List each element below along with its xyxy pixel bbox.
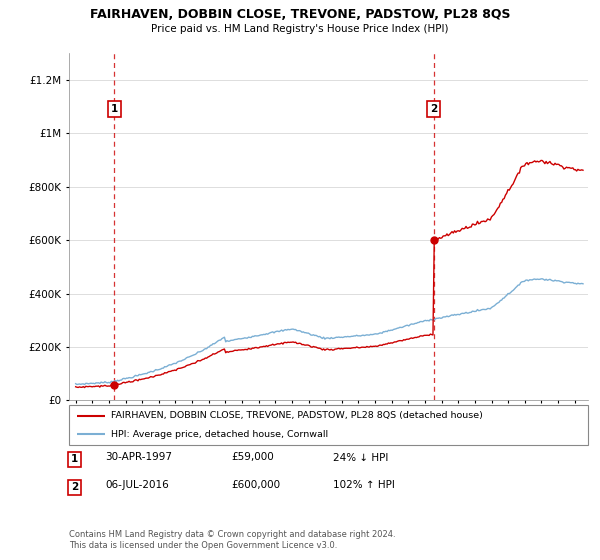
Text: 2: 2 [71,482,78,492]
Text: 2: 2 [430,104,437,114]
Text: £59,000: £59,000 [231,452,274,463]
Text: 1: 1 [71,454,78,464]
Text: HPI: Average price, detached house, Cornwall: HPI: Average price, detached house, Corn… [110,430,328,439]
Text: Price paid vs. HM Land Registry's House Price Index (HPI): Price paid vs. HM Land Registry's House … [151,24,449,34]
Text: FAIRHAVEN, DOBBIN CLOSE, TREVONE, PADSTOW, PL28 8QS (detached house): FAIRHAVEN, DOBBIN CLOSE, TREVONE, PADSTO… [110,411,482,420]
Text: This data is licensed under the Open Government Licence v3.0.: This data is licensed under the Open Gov… [69,541,337,550]
Text: 06-JUL-2016: 06-JUL-2016 [105,480,169,491]
Text: £600,000: £600,000 [231,480,280,491]
Text: 24% ↓ HPI: 24% ↓ HPI [333,452,388,463]
Text: 102% ↑ HPI: 102% ↑ HPI [333,480,395,491]
Text: Contains HM Land Registry data © Crown copyright and database right 2024.: Contains HM Land Registry data © Crown c… [69,530,395,539]
FancyBboxPatch shape [69,405,588,445]
Text: FAIRHAVEN, DOBBIN CLOSE, TREVONE, PADSTOW, PL28 8QS: FAIRHAVEN, DOBBIN CLOSE, TREVONE, PADSTO… [90,8,510,21]
Text: 1: 1 [111,104,118,114]
Text: 30-APR-1997: 30-APR-1997 [105,452,172,463]
